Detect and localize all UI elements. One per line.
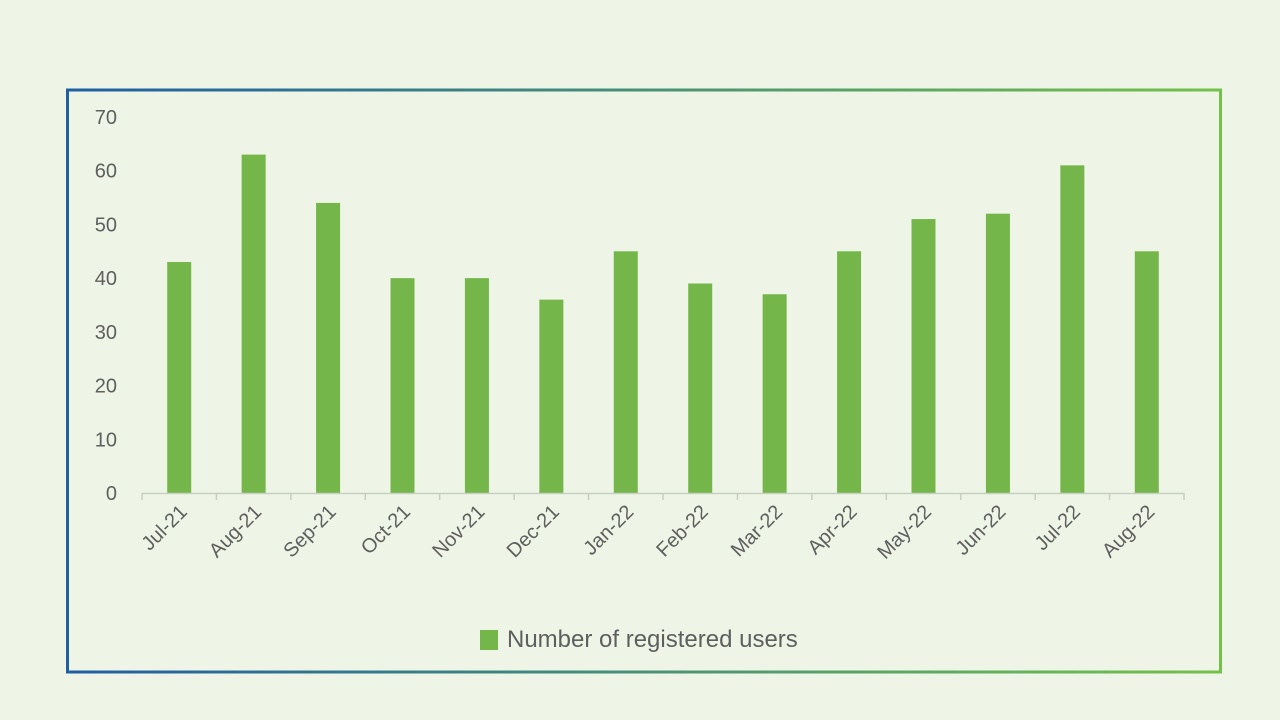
y-tick-label: 20	[95, 376, 117, 398]
x-tick-label: Jul-21	[138, 501, 192, 555]
bar	[911, 219, 936, 494]
x-tick-label: Sep-21	[279, 501, 340, 562]
x-tick-label: Aug-22	[1098, 501, 1159, 562]
y-tick-label: 50	[95, 214, 117, 236]
bar	[837, 251, 862, 493]
x-tick-label: Apr-22	[804, 501, 862, 559]
chart-frame	[66, 88, 1222, 674]
x-tick-label: Mar-22	[727, 501, 787, 561]
y-tick-label: 10	[95, 429, 117, 451]
x-tick-label: Dec-21	[503, 501, 564, 562]
bar	[613, 251, 638, 493]
bar	[985, 213, 1010, 493]
bar	[539, 299, 564, 493]
bar	[167, 262, 192, 493]
legend-swatch	[480, 630, 498, 650]
bar	[1134, 251, 1159, 493]
y-tick-label: 30	[95, 322, 117, 344]
x-tick-label: Jan-22	[580, 501, 639, 560]
x-tick-label: Jun-22	[952, 501, 1011, 560]
legend-label: Number of registered users	[507, 626, 798, 653]
bar	[464, 278, 489, 493]
y-tick-label: 70	[95, 107, 117, 129]
x-tick-label: Jul-22	[1031, 501, 1085, 555]
x-axis-tickmarks	[141, 493, 1185, 500]
x-tick-label: Feb-22	[652, 501, 712, 561]
x-tick-label: Oct-21	[357, 501, 415, 559]
bar	[1060, 165, 1085, 494]
x-tick-label: May-22	[873, 501, 936, 564]
legend: Number of registered users	[480, 626, 798, 653]
y-axis-ticks: 0 10 20 30 40 50 60 70	[95, 107, 117, 505]
x-axis-labels: Jul-21 Aug-21 Sep-21 Oct-21 Nov-21 Dec-21 Jan-…	[138, 501, 1160, 564]
bar-series	[167, 154, 1159, 494]
bar	[688, 283, 713, 493]
y-tick-label: 40	[95, 268, 117, 290]
y-tick-label: 60	[95, 161, 117, 183]
bar	[762, 294, 787, 493]
bar	[241, 154, 266, 493]
bar	[390, 278, 415, 493]
x-tick-label: Aug-21	[205, 501, 266, 562]
bar	[316, 202, 341, 493]
y-tick-label: 0	[106, 483, 117, 505]
x-tick-label: Nov-21	[428, 501, 489, 562]
